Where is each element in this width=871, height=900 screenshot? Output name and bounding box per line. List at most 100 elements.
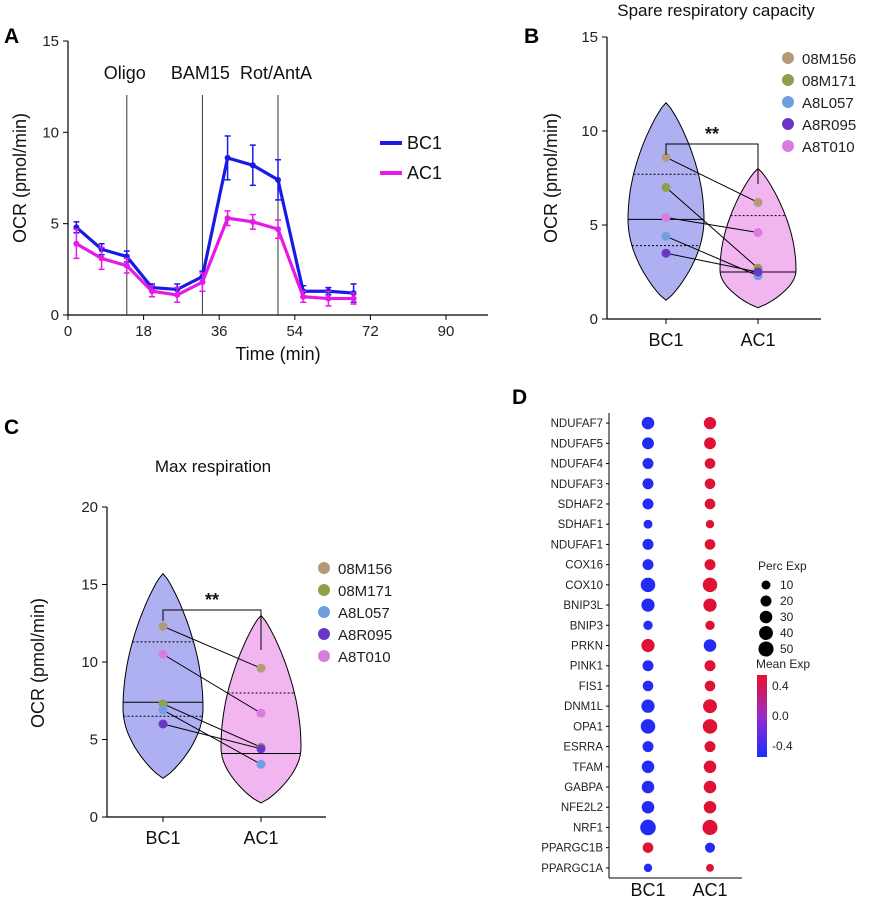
panel-b-y-tick-label: 0 — [590, 311, 598, 328]
panel-d-gene-label: FIS1 — [579, 681, 603, 693]
panel-label-b: B — [524, 25, 539, 48]
panel-d-gene-label: DNM1L — [564, 701, 604, 713]
panel-b-donor-point — [753, 228, 763, 238]
panel-a-series-line — [75, 155, 354, 295]
panel-a-data-point — [249, 218, 256, 225]
panel-b-donor-point — [661, 152, 671, 162]
panel-b-legend-label: 08M171 — [802, 73, 856, 90]
panel-a-legend-label: BC1 — [407, 133, 442, 153]
panel-a-y-tick-label: 15 — [42, 33, 59, 50]
panel-d-dot — [641, 416, 655, 430]
panel-d-dot — [704, 559, 716, 571]
panel-c-donor-point — [158, 621, 168, 631]
panel-c-paired-line — [162, 703, 262, 748]
panel-d-size-legend-label: 10 — [780, 578, 794, 592]
panel-d-dot — [641, 800, 655, 814]
panel-d-size-legend-dot — [759, 610, 773, 624]
panel-c-donor-point — [158, 719, 168, 729]
panel-c-legend-swatch — [318, 562, 330, 574]
panel-d-size-legend-label: 30 — [780, 610, 794, 624]
panel-a-y-tick-label: 0 — [51, 307, 59, 324]
panel-a-data-point — [300, 293, 307, 300]
panel-d-gene-label: PINK1 — [570, 661, 603, 673]
panel-d-dot — [642, 559, 654, 571]
panel-c-paired-line — [162, 653, 262, 714]
panel-d-dot — [641, 780, 655, 794]
panel-d-size-legend-label: 50 — [780, 642, 794, 656]
panel-d-gene-label: NDUFAF5 — [551, 438, 603, 450]
panel-d-size-legend-dot — [758, 641, 774, 657]
panel-b-paired-line — [665, 216, 759, 234]
panel-d-dot — [703, 760, 717, 774]
panel-a-y-tick-label: 5 — [51, 216, 59, 233]
panel-c-violin-chart: Max respiration OCR (pmol/min) 0 5 10 15 20 B… — [28, 457, 392, 848]
panel-d-dot — [702, 819, 718, 835]
panel-d-dot — [643, 519, 653, 529]
panel-d-gene-label: NFE2L2 — [561, 802, 603, 814]
panel-c-legend-swatch — [318, 650, 330, 662]
panel-b-donor-point — [661, 231, 671, 241]
panel-b-legend-label: A8T010 — [802, 139, 855, 156]
panel-d-gene-label: ESRRA — [563, 742, 603, 754]
panel-a-data-point — [249, 162, 256, 169]
panel-b-y-tick-label: 15 — [581, 29, 598, 46]
panel-d-gene-label: NDUFAF3 — [551, 479, 603, 491]
panel-c-legend-label: A8T010 — [338, 649, 391, 666]
panel-a-legend-label: AC1 — [407, 163, 442, 183]
panel-d-dot — [643, 620, 653, 630]
panel-d-dot — [706, 863, 714, 872]
mean-exp-legend-title: Mean Exp — [756, 657, 810, 671]
panel-d-dot — [640, 719, 656, 734]
panel-c-donor-point — [256, 663, 266, 673]
panel-b-y-tick-label: 5 — [590, 217, 598, 234]
panel-b-violin-chart: Spare respiratory capacity OCR (pmol/min… — [541, 1, 856, 350]
panel-d-dot — [641, 638, 655, 653]
panel-d-colorbar — [757, 675, 767, 757]
panel-d-dot — [703, 800, 717, 814]
panel-d-gene-label: NDUFAF4 — [551, 459, 604, 471]
panel-b-donor-point — [661, 248, 671, 258]
panel-a-injection-label: Rot/AntA — [240, 63, 312, 83]
panel-d-dot — [642, 437, 654, 450]
panel-d-dot — [703, 639, 717, 652]
panel-d-size-legend-dot — [761, 580, 771, 590]
panel-d-size-legend-label: 20 — [780, 594, 794, 608]
panel-b-legend-swatch — [782, 74, 794, 86]
panel-b-legend-swatch — [782, 96, 794, 108]
panel-a-x-tick-label: 18 — [135, 323, 152, 340]
panel-d-dot — [703, 416, 717, 430]
panel-d-colorbar-label: 0.0 — [772, 709, 789, 723]
panel-d-dot — [704, 539, 716, 550]
panel-c-paired-line — [162, 625, 262, 669]
panel-d-dot — [702, 577, 718, 593]
panel-c-y-tick-label: 0 — [90, 809, 98, 826]
panel-c-y-tick-label: 10 — [81, 654, 98, 671]
panel-a-data-point — [275, 176, 281, 183]
panel-d-dot — [642, 498, 654, 510]
panel-a-x-axis-label: Time (min) — [235, 344, 320, 364]
panel-d-gene-label: NDUFAF7 — [551, 418, 603, 430]
panel-a-data-point — [149, 288, 155, 295]
panel-d-gene-label: PPARGC1A — [541, 863, 603, 875]
panel-b-legend-swatch — [782, 140, 794, 152]
panel-d-dot — [642, 478, 654, 490]
panel-a-y-tick-label: 10 — [42, 124, 59, 141]
panel-a-data-point — [98, 255, 105, 262]
panel-a-data-point — [174, 291, 181, 298]
panel-a-x-tick-label: 72 — [362, 323, 379, 340]
panel-d-dot — [704, 437, 716, 450]
panel-d-gene-label: SDHAF1 — [558, 519, 603, 531]
panel-a-x-tick-label: 0 — [64, 323, 72, 340]
panel-a-line-chart: OCR (pmol/min) Time (min) 0 5 10 15 0 18 36 54 7… — [10, 33, 488, 364]
panel-d-dot — [704, 660, 716, 672]
panel-b-legend-swatch — [782, 118, 794, 130]
panel-a-data-point — [73, 240, 80, 247]
panel-d-gene-label: BNIP3 — [570, 620, 603, 632]
panel-a-x-tick-label: 90 — [438, 323, 455, 340]
panel-b-legend-label: 08M156 — [802, 51, 856, 68]
panel-c-x-tick-label: BC1 — [145, 828, 180, 848]
panel-c-legend-label: A8L057 — [338, 605, 390, 622]
panel-d-dot — [704, 458, 716, 469]
panel-d-gene-label: BNIP3L — [563, 600, 603, 612]
